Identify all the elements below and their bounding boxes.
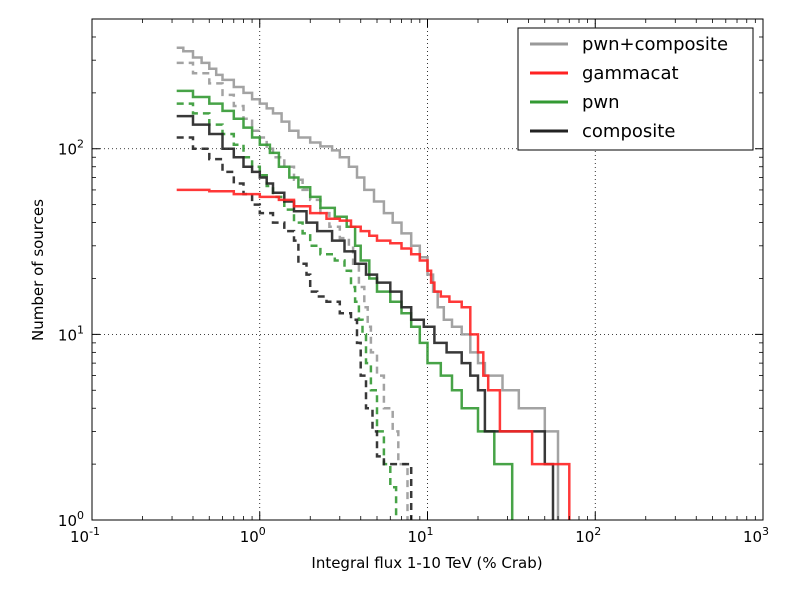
y-axis-title: Number of sources <box>29 199 47 341</box>
x-tick-label: 100 <box>240 525 266 546</box>
x-tick-label: 101 <box>407 525 433 546</box>
pwn-line <box>176 89 514 520</box>
legend-label: composite <box>582 121 675 142</box>
y-tick-label: 102 <box>58 138 84 159</box>
composite-line <box>176 114 555 520</box>
legend-label: gammacat <box>582 63 679 84</box>
gammacat-line <box>176 188 571 520</box>
dashed-series-5-line <box>176 102 398 520</box>
x-tick-label: 103 <box>743 525 769 546</box>
x-tick-label: 102 <box>575 525 601 546</box>
legend-label: pwn <box>582 92 620 113</box>
legend-label: pwn+composite <box>582 34 728 55</box>
x-axis-title: Integral flux 1-10 TeV (% Crab) <box>311 554 542 572</box>
series-layer <box>176 46 571 520</box>
legend: pwn+composite gammacat pwn composite <box>517 27 754 151</box>
pwn-composite-line <box>176 46 560 520</box>
x-tick-label: 10-1 <box>70 525 100 546</box>
y-tick-label: 101 <box>58 323 84 344</box>
dashed-series-6-line <box>176 136 413 520</box>
y-tick-label: 100 <box>58 509 84 530</box>
